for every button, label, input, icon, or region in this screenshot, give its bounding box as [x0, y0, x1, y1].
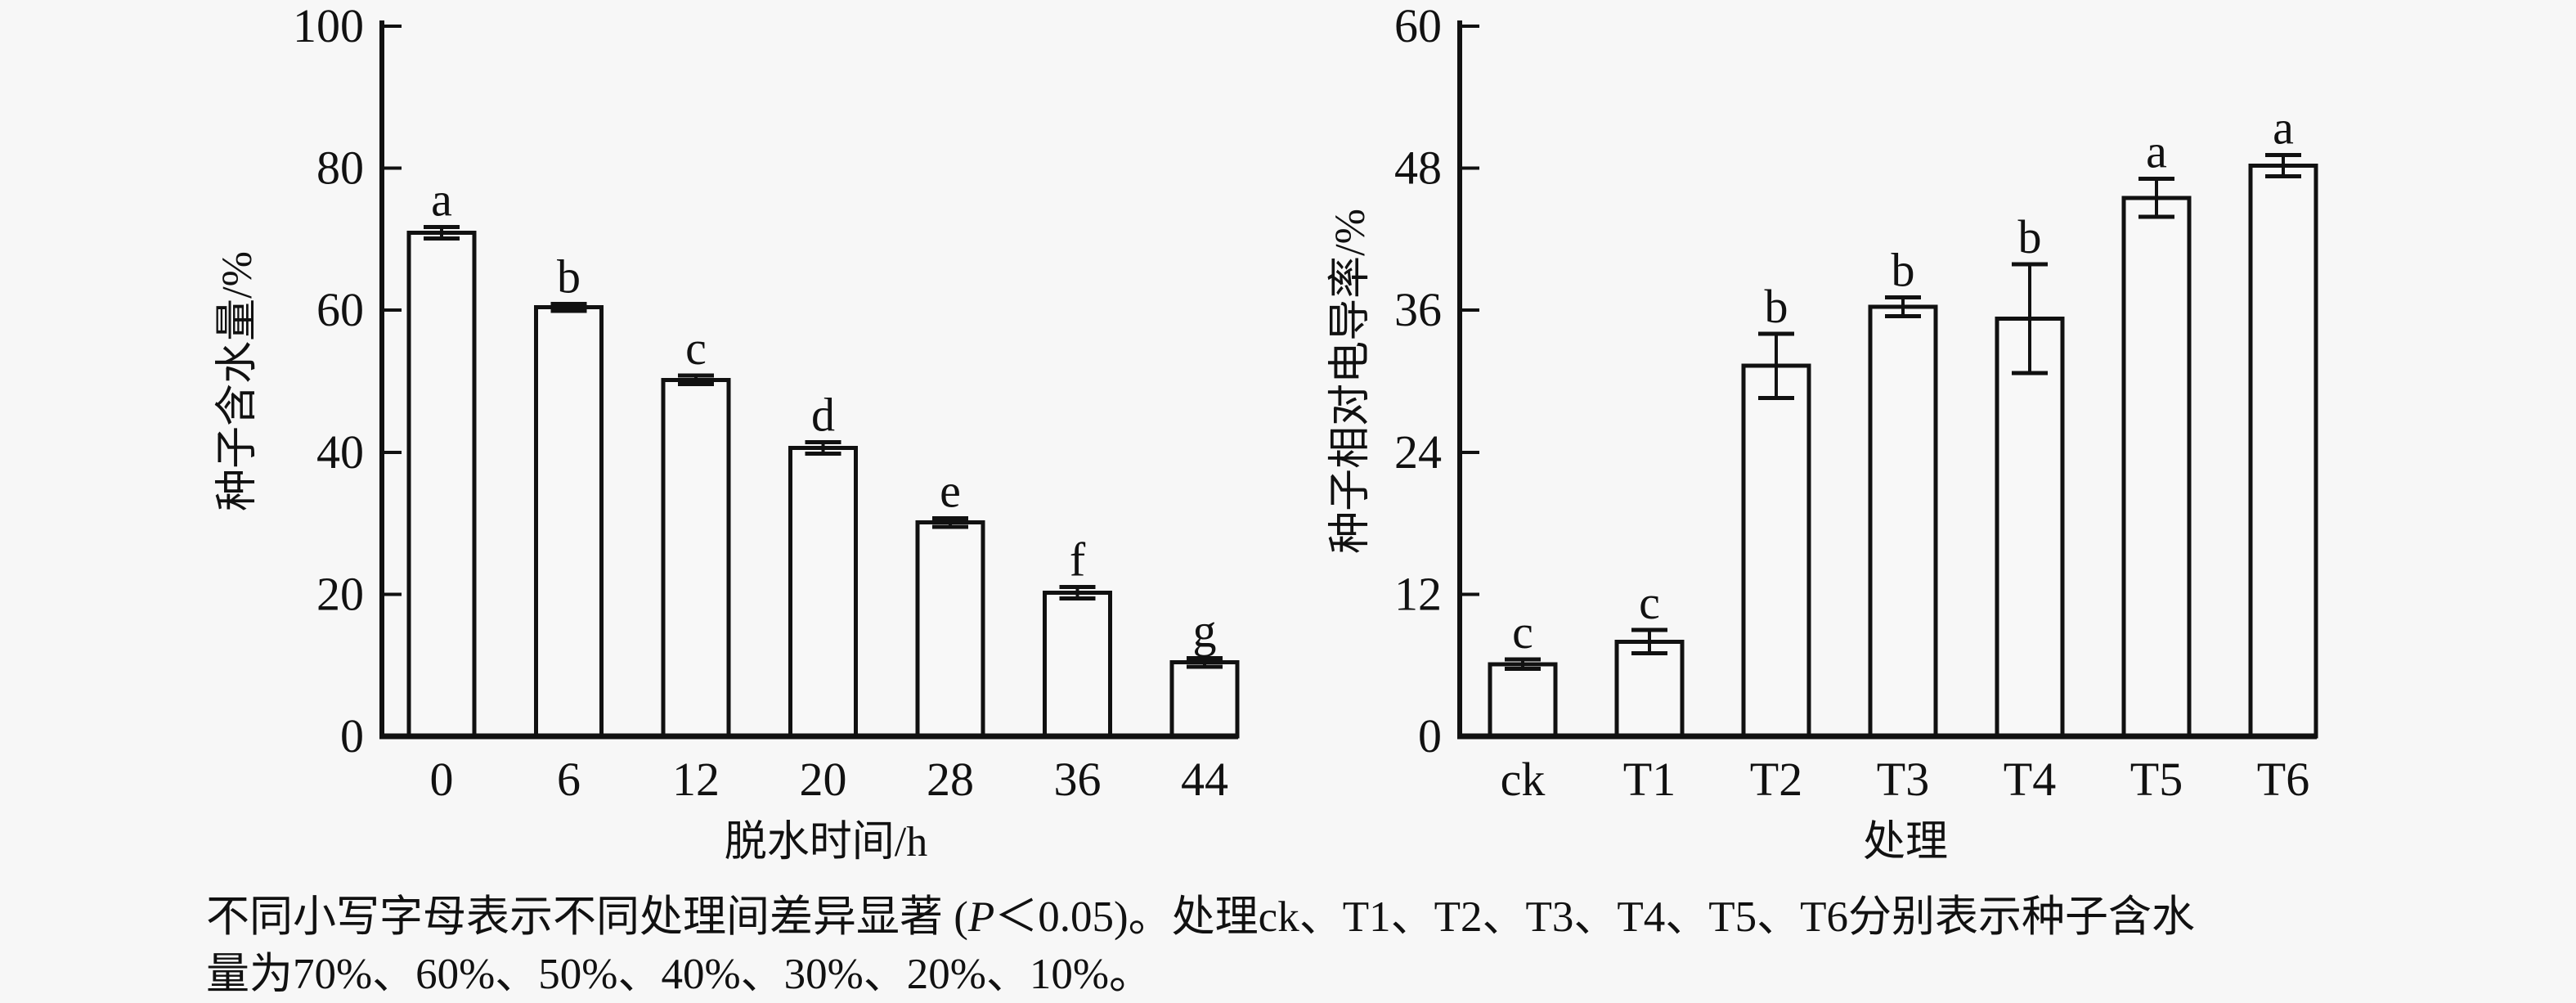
- x-axis-title: 脱水时间/h: [725, 819, 927, 866]
- x-tick-label: 20: [800, 753, 847, 806]
- caption-line2: 量为70%、60%、50%、40%、30%、20%、10%。: [206, 951, 1153, 998]
- bar: [2248, 164, 2318, 739]
- bar: [788, 446, 858, 739]
- y-tick-label: 60: [316, 283, 364, 336]
- bar: [1488, 662, 1558, 739]
- x-tick-label: 36: [1054, 753, 1102, 806]
- x-tick-label: 6: [557, 753, 581, 806]
- x-axis-title: 处理: [1863, 819, 1948, 866]
- bar: [1868, 304, 1938, 739]
- bar: [661, 377, 731, 739]
- sig-letter: e: [940, 465, 961, 518]
- bar: [1614, 639, 1685, 739]
- y-tick-label: 20: [316, 567, 364, 620]
- sig-letter: a: [2146, 125, 2167, 178]
- x-tick-label: 28: [927, 753, 974, 806]
- y-tick-label: 0: [340, 709, 364, 762]
- sig-letter: d: [811, 389, 835, 442]
- x-tick-label: ck: [1501, 753, 1546, 806]
- sig-letter: b: [557, 250, 581, 303]
- sig-letter: a: [431, 173, 452, 227]
- bar: [534, 305, 604, 739]
- bar: [406, 231, 477, 739]
- sig-letter: b: [1892, 243, 1915, 296]
- y-tick-label: 60: [1394, 0, 1442, 52]
- sig-letter: g: [1193, 605, 1217, 658]
- bar: [1995, 316, 2065, 739]
- bar: [915, 520, 985, 739]
- y-tick-label: 36: [1394, 283, 1442, 336]
- sig-letter: c: [1512, 605, 1533, 659]
- y-axis-title: 种子相对电导率/%: [1327, 209, 1374, 554]
- sig-letter: c: [685, 322, 707, 375]
- sig-letter: f: [1070, 533, 1086, 587]
- sig-letter: a: [2273, 101, 2294, 155]
- y-tick-label: 24: [1394, 425, 1442, 479]
- x-tick-label: T6: [2257, 753, 2309, 806]
- sig-letter: b: [2018, 210, 2042, 263]
- caption-p-symbol: P: [967, 893, 995, 941]
- x-tick-label: T3: [1877, 753, 1929, 806]
- x-tick-label: T5: [2130, 753, 2183, 806]
- x-tick-label: 0: [430, 753, 454, 806]
- figure-caption: 不同小写字母表示不同处理间差异显著 (P＜0.05)。处理ck、T1、T2、T3…: [206, 888, 2414, 1003]
- y-tick-label: 12: [1394, 567, 1442, 620]
- bar: [1043, 591, 1112, 739]
- x-tick-label: T1: [1623, 753, 1676, 806]
- y-tick-label: 100: [293, 0, 364, 52]
- y-tick-label: 40: [316, 425, 364, 479]
- caption-line1-pre: 不同小写字母表示不同处理间差异显著 (: [206, 893, 968, 941]
- y-tick-label: 48: [1394, 142, 1442, 195]
- y-tick-label: 80: [316, 142, 364, 195]
- x-tick-label: 12: [672, 753, 720, 806]
- caption-line1-post: ＜0.05)。处理ck、T1、T2、T3、T4、T5、T6分别表示种子含水: [994, 893, 2195, 941]
- x-tick-label: T4: [2004, 753, 2056, 806]
- sig-letter: b: [1765, 280, 1788, 333]
- bar: [1741, 363, 1811, 739]
- sig-letter: c: [1639, 576, 1660, 629]
- y-axis-title: 种子含水量/%: [214, 251, 261, 511]
- x-tick-label: 44: [1181, 753, 1228, 806]
- x-tick-label: T2: [1750, 753, 1802, 806]
- bar: [2121, 196, 2192, 739]
- bar: [1169, 660, 1240, 739]
- y-tick-label: 0: [1418, 709, 1442, 762]
